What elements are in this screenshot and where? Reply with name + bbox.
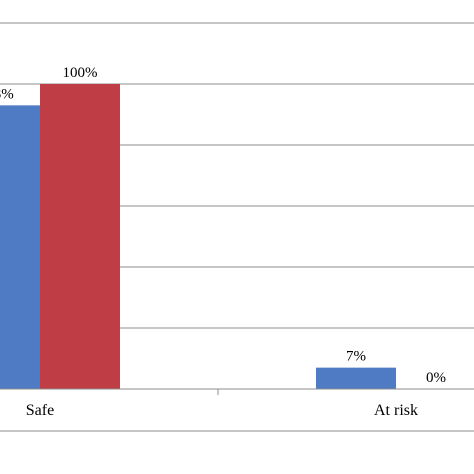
bars: [0, 84, 396, 389]
x-tick-label: At risk: [374, 402, 418, 419]
bar: [316, 367, 396, 389]
x-axis: Safe At risk: [0, 388, 474, 432]
data-label: 93%: [0, 86, 14, 102]
bar: [40, 84, 120, 389]
data-label: 7%: [346, 349, 366, 365]
bar: [0, 105, 40, 389]
data-labels: 93% 100% 7% 0%: [0, 65, 446, 386]
data-label: 0%: [426, 370, 446, 386]
data-label: 100%: [63, 65, 98, 81]
x-tick-label: Safe: [26, 402, 54, 419]
